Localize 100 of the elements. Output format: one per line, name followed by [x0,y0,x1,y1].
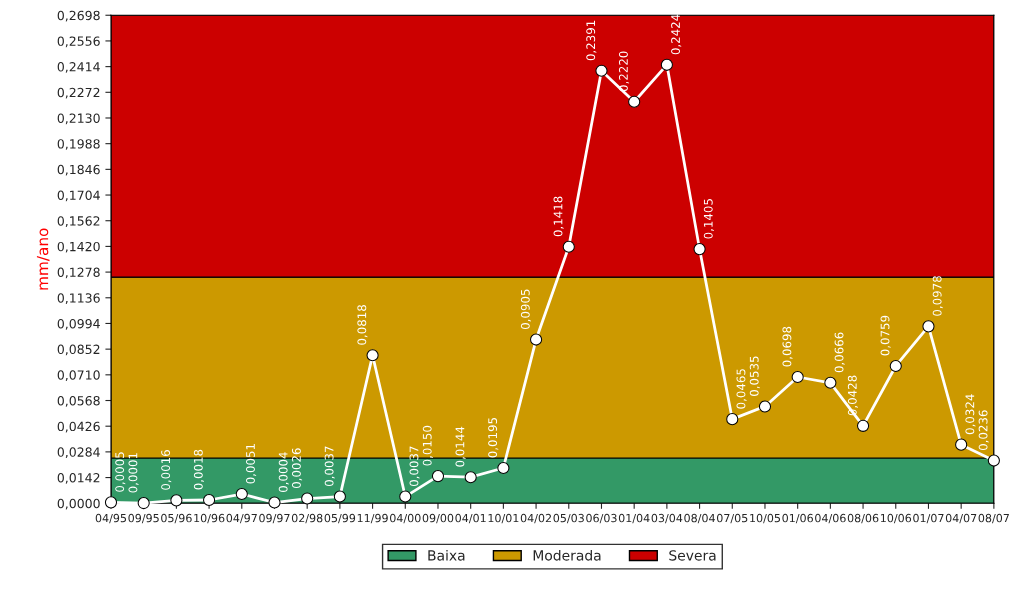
point [497,461,510,475]
point [955,438,968,451]
y-tick-label: 0,0000 [57,498,100,510]
data-label: 0,0759 [880,315,891,356]
data-label: 0,0037 [324,446,335,487]
data-label: 0,0535 [749,356,760,396]
y-tick-label: 0,1846 [57,164,100,176]
x-tick-label: 04/02 [520,513,551,524]
point [366,349,379,362]
x-tick-label: 05/99 [324,513,356,524]
point [922,320,935,333]
y-tick-label: 0,0426 [57,421,100,433]
x-tick-label: 10/96 [194,513,225,524]
data-label: 0,0018 [193,449,204,490]
point [791,370,804,384]
y-tick-label: 0,1420 [57,241,100,253]
point [333,490,346,503]
y-tick-label: 0,1278 [57,267,100,279]
data-label: 0,0818 [357,305,368,345]
y-tick-label: 0,2272 [57,87,100,99]
x-tick-label: 01/07 [913,513,944,524]
point [301,492,314,505]
data-label: 0,0150 [422,425,433,466]
point [660,58,673,71]
point [268,496,281,509]
y-tick-label: 0,1988 [57,139,100,150]
data-label: 0,0005 [115,452,126,492]
point [856,419,870,432]
y-tick-label: 0,0142 [57,473,100,484]
point [889,359,902,373]
y-tick-label: 0,0852 [57,344,100,356]
x-tick-label: 07/05 [716,513,748,524]
data-label: 0,0051 [246,444,257,484]
data-label: 0,0465 [736,369,747,409]
x-tick-label: 01/06 [782,513,813,524]
point [399,490,412,503]
point [824,376,837,389]
x-tick-label: 10/06 [880,513,912,524]
legend-label: Severa [669,550,716,561]
point [431,470,445,483]
x-tick-label: 04/07 [945,513,977,524]
y-tick-label: 0,2556 [57,36,100,48]
x-tick-label: 04/06 [815,513,846,524]
x-tick-label: 09/95 [128,513,159,524]
data-label: 0,2424 [671,14,682,55]
x-tick-label: 04/97 [226,513,257,524]
data-label: 0,2391 [586,20,597,61]
x-tick-label: 05/03 [553,513,584,524]
x-tick-label: 10/01 [488,513,519,524]
y-axis-title: mm/ano [36,228,50,290]
x-tick-label: 04/00 [390,513,421,524]
point [137,496,150,510]
data-label: 0,1418 [553,196,564,237]
y-tick-label: 0,0710 [57,370,100,382]
x-tick-label: 08/04 [684,513,715,524]
y-tick-label: 0,2414 [57,62,100,73]
data-label: 0,0978 [932,276,943,316]
point [726,413,739,426]
data-label: 0,0026 [291,448,303,489]
data-label: 0,0236 [978,410,989,451]
point [562,240,575,253]
point [104,496,118,509]
point [693,243,706,256]
x-tick-label: 09/97 [259,513,290,524]
y-tick-label: 0,0568 [57,395,100,407]
point [170,494,183,507]
point [987,454,1000,467]
x-tick-label: 11/99 [357,513,388,524]
legend-label: Baixa [428,549,465,561]
x-tick-label: 06/03 [586,513,617,524]
point [235,487,248,501]
data-label: 0,0698 [782,326,793,367]
point [628,95,641,108]
x-tick-label: 05/96 [161,513,192,524]
x-tick-label: 04/01 [455,513,486,524]
y-tick-label: 0,0994 [57,318,100,330]
y-tick-label: 0,2130 [57,113,100,125]
x-tick-label: 08/07 [978,513,1009,524]
data-label: 0,0324 [965,394,976,435]
data-label: 0,1405 [703,199,714,239]
point [758,400,772,413]
data-label: 0,0037 [409,446,420,487]
data-label: 0,0001 [128,453,139,493]
point [464,471,477,484]
y-tick-label: 0,1562 [57,216,100,227]
data-label: 0,0666 [834,332,845,373]
data-label: 0,0004 [278,452,289,493]
y-tick-label: 0,2698 [57,10,100,22]
y-tick-label: 0,1704 [57,190,100,202]
data-label: 0,0016 [161,450,172,490]
legend-label: Moderada [533,549,601,561]
point [203,493,216,507]
y-tick-label: 0,1136 [57,293,100,304]
x-tick-label: 10/05 [750,513,781,524]
x-tick-label: 04/95 [95,513,127,524]
y-tick-label: 0,0284 [57,447,100,459]
x-tick-label: 02/98 [291,513,323,524]
x-tick-label: 08/06 [847,513,879,524]
point [530,333,543,346]
data-label: 0,0144 [455,426,466,467]
